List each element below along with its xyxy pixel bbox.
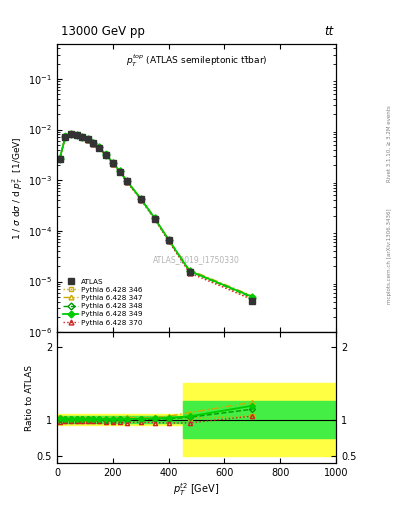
Text: ATLAS_2019_I1750330: ATLAS_2019_I1750330 [153,255,240,265]
Bar [57,414,182,425]
Bar [57,416,182,423]
Text: Rivet 3.1.10, ≥ 3.2M events: Rivet 3.1.10, ≥ 3.2M events [387,105,392,182]
Legend: ATLAS, Pythia 6.428 346, Pythia 6.428 347, Pythia 6.428 348, Pythia 6.428 349, P: ATLAS, Pythia 6.428 346, Pythia 6.428 34… [61,275,145,329]
Text: 13000 GeV pp: 13000 GeV pp [61,25,145,37]
X-axis label: $p_T^{t2}$ [GeV]: $p_T^{t2}$ [GeV] [173,481,220,498]
Bar [182,383,336,456]
Text: $p_T^{top}$ (ATLAS semileptonic tt̄bar): $p_T^{top}$ (ATLAS semileptonic tt̄bar) [126,52,267,69]
Bar [182,401,336,438]
Text: mcplots.cern.ch [arXiv:1306.3436]: mcplots.cern.ch [arXiv:1306.3436] [387,208,392,304]
Text: tt: tt [324,25,333,37]
Y-axis label: Ratio to ATLAS: Ratio to ATLAS [25,365,34,431]
Y-axis label: 1 / $\sigma$ d$\sigma$ / d $p_T^2$  [1/GeV]: 1 / $\sigma$ d$\sigma$ / d $p_T^2$ [1/Ge… [10,136,25,240]
